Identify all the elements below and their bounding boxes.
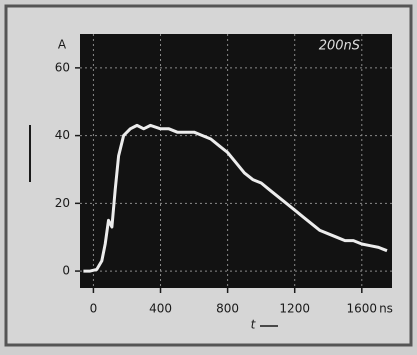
y-tick-label: 60 <box>55 60 70 74</box>
x-tick-label: 1600 <box>347 302 378 316</box>
x-tick-label: 400 <box>149 302 172 316</box>
annotation: 200nS <box>319 39 360 54</box>
x-tick-label: 800 <box>216 302 239 316</box>
y-tick-label: 40 <box>55 128 70 142</box>
chart: A ns 200nS t 0204060040080012001600 <box>0 0 417 351</box>
x-tick-label: 0 <box>90 302 98 316</box>
x-unit: ns <box>379 302 393 316</box>
page: {"chart_data": {"type": "line", "y_unit"… <box>0 0 417 351</box>
y-unit: A <box>58 38 67 52</box>
x-tick-label: 1200 <box>279 302 310 316</box>
y-tick-label: 0 <box>62 264 70 278</box>
y-tick-label: 20 <box>55 196 70 210</box>
